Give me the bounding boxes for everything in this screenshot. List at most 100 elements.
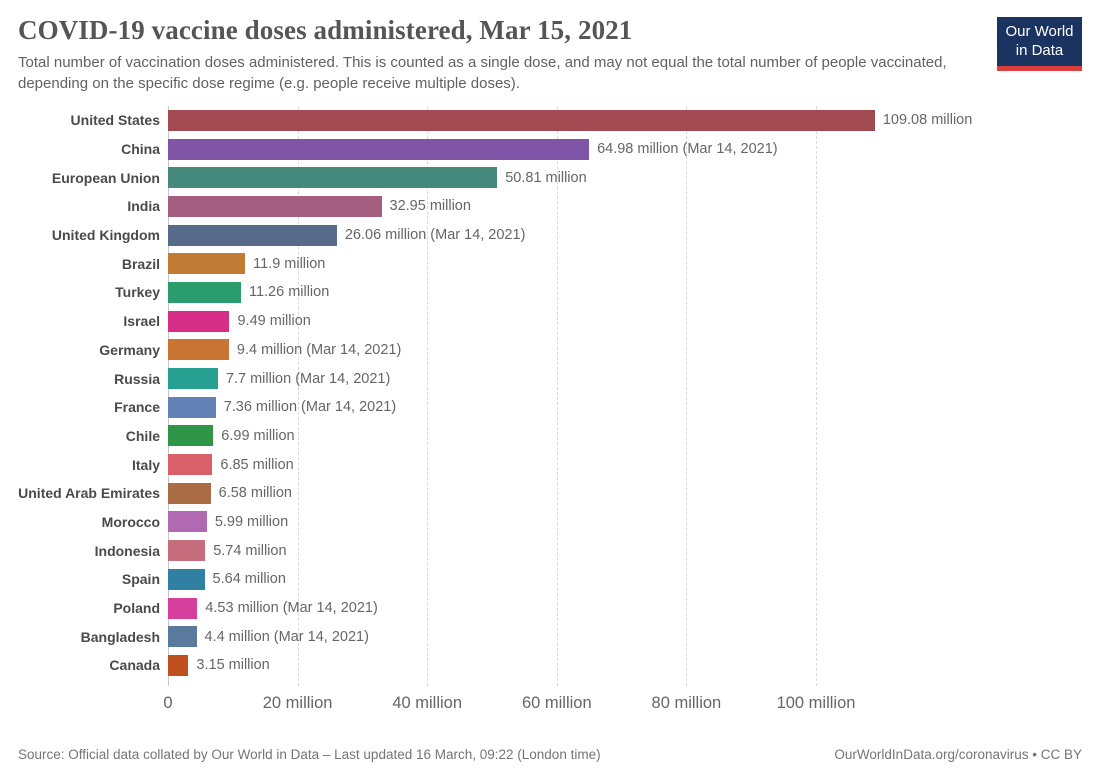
value-label: 3.15 million [196, 657, 270, 674]
value-label: 6.85 million [220, 456, 294, 473]
bar[interactable] [168, 597, 198, 619]
bar-row: United Arab Emirates 6.58 million [0, 479, 1100, 508]
bar[interactable] [168, 454, 213, 476]
bar-area: 11.26 million [168, 281, 1100, 303]
value-label: 9.49 million [237, 313, 311, 330]
country-label: Chile [125, 427, 160, 444]
owid-logo-line2: in Data [1015, 41, 1064, 59]
value-label: 11.26 million [248, 284, 330, 301]
gridline-60 [556, 106, 558, 686]
bar[interactable] [168, 482, 211, 504]
x-tick-label: 60 million [521, 694, 592, 712]
bar-row: Indonesia 5.74 million [0, 536, 1100, 565]
country-label: Morocco [101, 513, 160, 530]
value-label: 7.7 million (Mar 14, 2021) [225, 370, 391, 387]
bar-row: Israel 9.49 million [0, 307, 1100, 336]
bar[interactable] [168, 310, 230, 332]
country-label: Spain [121, 571, 160, 588]
bar-area: 32.95 million [168, 195, 1100, 217]
value-label: 64.98 million (Mar 14, 2021) [597, 141, 778, 158]
country-label: Italy [131, 456, 160, 473]
bar[interactable] [168, 568, 205, 590]
bar-area: 9.49 million [168, 310, 1100, 332]
bar-area: 6.85 million [168, 454, 1100, 476]
bar-row: China 64.98 million (Mar 14, 2021) [0, 135, 1100, 164]
bar-row: Russia 7.7 million (Mar 14, 2021) [0, 364, 1100, 393]
chart-title: COVID-19 vaccine doses administered, Mar… [18, 15, 633, 45]
country-label: Poland [113, 600, 160, 617]
license-note: OurWorldInData.org/coronavirus • CC BY [834, 747, 1082, 762]
gridline-100 [816, 106, 817, 686]
bar[interactable] [168, 339, 229, 361]
country-label: India [127, 198, 160, 215]
value-label: 26.06 million (Mar 14, 2021) [344, 227, 526, 244]
bar-area: 11.9 million [168, 253, 1100, 275]
country-label: Turkey [115, 284, 160, 301]
bar-row: Italy 6.85 million [0, 450, 1100, 479]
country-label: China [121, 141, 160, 158]
bar[interactable] [168, 425, 214, 447]
bar-row: Turkey 11.26 million [0, 278, 1100, 307]
bar-row: United Kingdom 26.06 million (Mar 14, 202… [0, 221, 1100, 250]
bar-row: Spain 5.64 million [0, 565, 1100, 594]
bar-area: 50.81 million [168, 167, 1100, 189]
bar[interactable] [168, 396, 216, 418]
bar[interactable] [168, 626, 197, 648]
bar-row: European Union 50.81 million [0, 163, 1100, 192]
bar-area: 5.99 million [168, 511, 1100, 533]
bar-area: 6.58 million [168, 482, 1100, 504]
bar-area: 7.36 million (Mar 14, 2021) [168, 396, 1100, 418]
bar[interactable] [168, 253, 246, 275]
bar-row: Brazil 11.9 million [0, 249, 1100, 278]
country-label: France [114, 399, 160, 416]
value-label: 5.74 million [213, 542, 287, 559]
bar-area: 6.99 million [168, 425, 1100, 447]
value-label: 4.53 million (Mar 14, 2021) [205, 600, 378, 617]
bar[interactable] [168, 540, 206, 562]
gridline-40 [427, 106, 429, 686]
bar-row: Chile 6.99 million [0, 422, 1100, 451]
value-label: 9.4 million (Mar 14, 2021) [236, 341, 402, 358]
value-label: 109.08 million [882, 112, 973, 129]
owid-logo-line1: Our World [1005, 23, 1074, 40]
x-tick-label: 20 million [262, 694, 333, 712]
bar-area: 64.98 million (Mar 14, 2021) [168, 138, 1100, 160]
bar[interactable] [168, 167, 498, 189]
country-label: Russia [114, 370, 160, 387]
source-note: Source: Official data collated by Our Wo… [18, 747, 601, 762]
country-label: Germany [99, 341, 160, 358]
value-label: 11.9 million [253, 255, 326, 272]
bar[interactable] [168, 195, 382, 217]
chart-subtitle: Total number of vaccination doses admini… [18, 54, 947, 93]
country-label: United Arab Emirates [18, 485, 160, 502]
value-label: 50.81 million [505, 169, 587, 186]
gridline-20 [297, 106, 299, 686]
bar[interactable] [168, 368, 218, 390]
x-tick-label: 0 [163, 694, 173, 712]
country-label: Brazil [121, 255, 160, 272]
bar-row: United States 109.08 million [0, 106, 1100, 135]
value-label: 7.36 million (Mar 14, 2021) [223, 399, 397, 416]
value-label: 5.99 million [214, 513, 289, 530]
bar-area: 9.4 million (Mar 14, 2021) [168, 339, 1100, 361]
bar-row: Germany 9.4 million (Mar 14, 2021) [0, 336, 1100, 365]
bar-area: 5.64 million [168, 568, 1100, 590]
bar[interactable] [168, 138, 590, 160]
bar[interactable] [168, 224, 337, 246]
bar-row: Bangladesh 4.4 million (Mar 14, 2021) [0, 622, 1100, 651]
bar-area: 7.7 million (Mar 14, 2021) [168, 368, 1100, 390]
bar[interactable] [168, 511, 207, 533]
bar[interactable] [168, 654, 189, 676]
bar-row: Canada 3.15 million [0, 651, 1100, 680]
value-label: 4.4 million (Mar 14, 2021) [204, 628, 369, 645]
bar[interactable] [168, 109, 875, 131]
bar-area: 109.08 million [168, 109, 1100, 131]
country-label: Canada [109, 657, 160, 674]
bar[interactable] [168, 281, 241, 303]
gridline-0 [168, 106, 169, 686]
bar-row: India 32.95 million [0, 192, 1100, 221]
bar-rows: United States 109.08 million China 64.98 mi… [0, 106, 1100, 680]
country-label: Israel [123, 313, 160, 330]
chart-footer: Source: Official data collated by Our Wo… [18, 747, 1082, 762]
